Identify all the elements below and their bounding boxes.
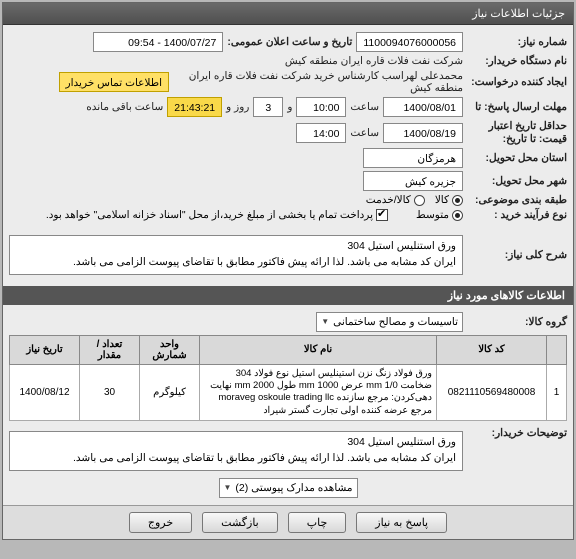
buyer-label: نام دستگاه خریدار: [467, 55, 567, 67]
group-label: گروه کالا: [467, 316, 567, 328]
cell-code: 0821110569480008 [437, 364, 547, 420]
print-button[interactable]: چاپ [288, 512, 347, 533]
footer-buttons: پاسخ به نیاز چاپ بازگشت خروج [3, 505, 573, 539]
table-row[interactable]: 1 0821110569480008 ورق فولاد زنگ نزن است… [10, 364, 567, 420]
medium-radio[interactable]: متوسط [416, 209, 463, 221]
group-combo[interactable]: تاسیسات و مصالح ساختمانی ▼ [316, 312, 463, 332]
form-section: شماره نیاز: 1100094076000056 تاریخ و ساع… [3, 25, 573, 228]
col-code: کد کالا [437, 335, 547, 364]
back-button[interactable]: بازگشت [202, 512, 278, 533]
cell-name: ورق فولاد زنگ نزن استینلیس استیل نوع فول… [200, 364, 437, 420]
col-unit: واحد شمارش [140, 335, 200, 364]
send-deadline-label: مهلت ارسال پاسخ: تا [467, 101, 567, 113]
need-no-field: 1100094076000056 [356, 32, 463, 52]
col-name: نام کالا [200, 335, 437, 364]
days-field: 3 [253, 97, 283, 117]
cell-date: 1400/08/12 [10, 364, 80, 420]
validity-time-field: 14:00 [296, 123, 346, 143]
title-bar: جزئیات اطلاعات نیاز [3, 3, 573, 25]
chevron-down-icon: ▼ [224, 483, 232, 492]
time-left-label: ساعت باقی مانده [86, 101, 163, 113]
checkbox-icon [376, 209, 388, 221]
pay-checkbox[interactable]: پرداخت تمام یا بخشی از مبلغ خرید،از محل … [46, 209, 388, 221]
creator-field: محمدعلی لهراسب کارشناس خرید شرکت نفت فلا… [173, 70, 463, 94]
need-summary-box: ورق استنلیس استیل 304 ایران کد مشابه می … [9, 235, 463, 275]
need-no-label: شماره نیاز: [467, 36, 567, 48]
main-window: جزئیات اطلاعات نیاز شماره نیاز: 11000940… [2, 2, 574, 540]
send-date-field: 1400/08/01 [383, 97, 463, 117]
col-qty: تعداد / مقدار [80, 335, 140, 364]
province-field: هرمزگان [363, 148, 463, 168]
announce-date-field: 1400/07/27 - 09:54 [93, 32, 223, 52]
exit-button[interactable]: خروج [129, 512, 192, 533]
buyer-notes-box: ورق استنلیس استیل 304 ایران کد مشابه می … [9, 431, 463, 471]
contact-buyer-button[interactable]: اطلاعات تماس خریدار [59, 72, 169, 92]
window-title: جزئیات اطلاعات نیاز [472, 8, 565, 20]
goods-info-header: اطلاعات کالاهای مورد نیاز [3, 286, 573, 305]
respond-button[interactable]: پاسخ به نیاز [356, 512, 447, 533]
goods-table: کد کالا نام کالا واحد شمارش تعداد / مقدا… [9, 335, 567, 421]
radio-icon [452, 210, 463, 221]
col-idx [547, 335, 567, 364]
buyer-notes-label: توضیحات خریدار: [467, 427, 567, 439]
chevron-down-icon: ▼ [321, 317, 329, 326]
send-time-field: 10:00 [296, 97, 346, 117]
buy-type-label: نوع فرآیند خرید : [467, 209, 567, 221]
send-time-label: ساعت [350, 101, 379, 113]
validity-date-field: 1400/08/19 [383, 123, 463, 143]
and-label: و [287, 101, 292, 113]
cell-qty: 30 [80, 364, 140, 420]
radio-icon [452, 195, 463, 206]
need-summary-label: شرح کلی نیاز: [467, 249, 567, 261]
city-field: جزیره کیش [363, 171, 463, 191]
buyer-field: شرکت نفت فلات قاره ایران منطقه کیش [285, 55, 463, 67]
attachments-combo[interactable]: مشاهده مدارک پیوستی (2) ▼ [219, 478, 358, 498]
validity-time-label: ساعت [350, 127, 379, 139]
announce-label: تاریخ و ساعت اعلان عمومی: [227, 36, 352, 48]
col-date: تاریخ نیاز [10, 335, 80, 364]
service-radio[interactable]: کالا/خدمت [366, 194, 425, 206]
goods-radio[interactable]: کالا [435, 194, 463, 206]
cell-idx: 1 [547, 364, 567, 420]
city-label: شهر محل تحویل: [467, 175, 567, 187]
creator-label: ایجاد کننده درخواست: [467, 76, 567, 88]
province-label: استان محل تحویل: [467, 152, 567, 164]
subject-radio-group: کالا کالا/خدمت [366, 194, 463, 206]
time-left-badge: 21:43:21 [167, 97, 222, 117]
radio-icon [414, 195, 425, 206]
days-label: روز و [226, 101, 249, 113]
subject-type-label: طبقه بندی موضوعی: [467, 194, 567, 206]
cell-unit: کیلوگرم [140, 364, 200, 420]
validity-label: حداقل تاریخ اعتبار قیمت: تا تاریخ: [467, 120, 567, 145]
